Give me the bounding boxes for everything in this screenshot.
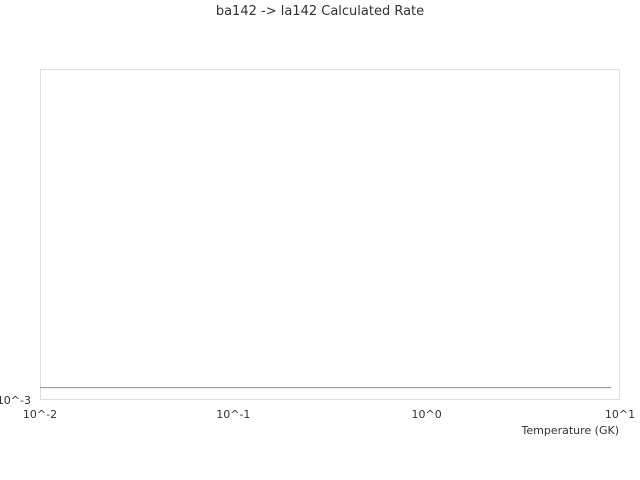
x-tick-label: 10^-2	[23, 408, 57, 421]
y-tick-label: 10^-3	[0, 394, 31, 407]
x-tick-label: 10^1	[605, 408, 635, 421]
x-axis-label: Temperature (GK)	[521, 424, 620, 437]
chart-title: ba142 -> la142 Calculated Rate	[215, 4, 425, 19]
plot-area	[40, 69, 620, 400]
x-tick-label: 10^-1	[216, 408, 250, 421]
x-tick-label: 10^0	[412, 408, 442, 421]
